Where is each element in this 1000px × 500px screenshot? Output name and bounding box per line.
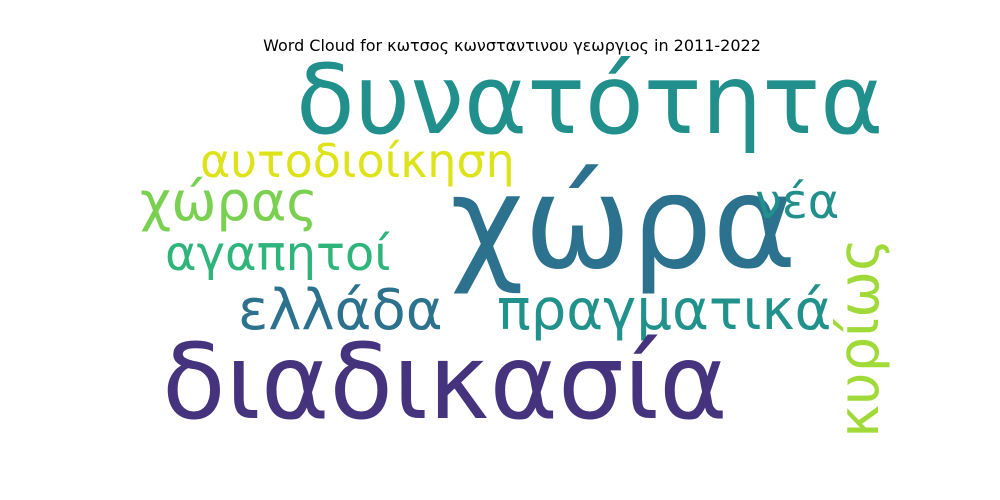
word-nea: νέα (755, 174, 840, 230)
word-diadikasia: διαδικασία (162, 321, 728, 443)
word-kyrios: κυρίως (826, 238, 892, 438)
word-choras: χώρας (140, 170, 318, 233)
word-agapitoi: αγαπητοί (165, 226, 391, 282)
word-dynatotita: δυνατότητα (296, 44, 884, 156)
word-ellada: ελλάδα (238, 278, 443, 343)
chart-title: Word Cloud for κωτσος κωνσταντινου γεωργ… (263, 36, 761, 55)
word-chora: χώρα (450, 149, 797, 298)
word-aftodioikisi: αυτοδιοίκηση (200, 134, 515, 188)
word-pragmatika: πραγματικά (497, 278, 832, 343)
